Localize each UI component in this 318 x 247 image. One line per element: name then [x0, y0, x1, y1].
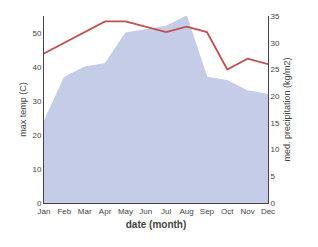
svg-text:Dec: Dec [261, 207, 275, 216]
svg-text:Jul: Jul [161, 207, 171, 216]
svg-text:50: 50 [32, 29, 41, 38]
svg-text:Aug: Aug [179, 207, 193, 216]
svg-text:10: 10 [32, 165, 41, 174]
svg-text:35: 35 [271, 12, 280, 21]
svg-text:20: 20 [32, 131, 41, 140]
svg-text:Apr: Apr [99, 207, 112, 216]
svg-text:20: 20 [271, 92, 280, 101]
svg-text:May: May [118, 207, 133, 216]
svg-text:5: 5 [271, 172, 276, 181]
svg-text:10: 10 [271, 145, 280, 154]
svg-text:Feb: Feb [57, 207, 71, 216]
svg-text:15: 15 [271, 119, 280, 128]
svg-text:Mar: Mar [78, 207, 92, 216]
svg-text:25: 25 [271, 65, 280, 74]
svg-text:Oct: Oct [221, 207, 234, 216]
svg-text:40: 40 [32, 63, 41, 72]
svg-text:date (month): date (month) [126, 219, 187, 230]
svg-text:30: 30 [271, 39, 280, 48]
svg-text:Sep: Sep [200, 207, 215, 216]
svg-text:30: 30 [32, 97, 41, 106]
svg-text:0: 0 [37, 199, 42, 208]
svg-text:0: 0 [271, 199, 276, 208]
svg-text:Jan: Jan [38, 207, 51, 216]
svg-text:med. precipitation (kg/m2): med. precipitation (kg/m2) [282, 57, 292, 161]
svg-text:max temp (C): max temp (C) [18, 82, 28, 137]
svg-text:Jun: Jun [139, 207, 152, 216]
svg-text:Nov: Nov [241, 207, 255, 216]
